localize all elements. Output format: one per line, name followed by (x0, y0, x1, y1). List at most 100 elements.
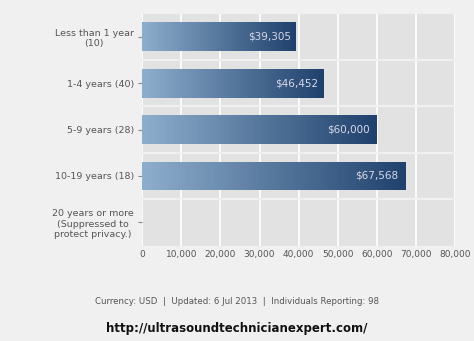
Bar (201, 69, 203, 98)
Bar (315, 69, 317, 98)
Bar (227, 115, 230, 144)
Bar (285, 69, 288, 98)
Bar (299, 69, 301, 98)
Bar (310, 162, 314, 190)
Bar (277, 115, 280, 144)
Bar (301, 162, 304, 190)
Bar (185, 162, 189, 190)
Bar (377, 162, 380, 190)
Bar (278, 162, 281, 190)
Bar (271, 23, 273, 51)
Bar (235, 162, 238, 190)
Bar (200, 23, 202, 51)
Bar (160, 115, 163, 144)
Bar (145, 69, 147, 98)
Bar (255, 23, 257, 51)
Bar (195, 115, 198, 144)
Bar (242, 69, 245, 98)
Bar (186, 115, 189, 144)
Bar (165, 23, 167, 51)
Bar (248, 162, 251, 190)
Bar (149, 162, 152, 190)
Bar (224, 115, 227, 144)
Bar (182, 162, 185, 190)
Bar (345, 115, 347, 144)
Bar (188, 23, 190, 51)
Bar (142, 69, 145, 98)
Bar (290, 69, 292, 98)
Bar (294, 69, 297, 98)
Bar (284, 162, 288, 190)
Bar (403, 162, 406, 190)
Bar (371, 115, 374, 144)
Bar (274, 115, 277, 144)
Bar (288, 69, 290, 98)
Bar (228, 23, 230, 51)
Bar (192, 115, 195, 144)
Bar (175, 162, 179, 190)
Bar (261, 162, 264, 190)
Bar (330, 162, 334, 190)
Bar (205, 162, 208, 190)
Bar (206, 69, 208, 98)
Bar (255, 162, 258, 190)
Bar (222, 69, 224, 98)
Bar (190, 23, 192, 51)
Bar (324, 115, 327, 144)
Bar (215, 23, 217, 51)
Bar (350, 115, 353, 144)
Bar (319, 69, 321, 98)
Bar (203, 69, 206, 98)
Bar (183, 69, 185, 98)
Bar (212, 115, 216, 144)
Bar (333, 115, 336, 144)
Bar (181, 69, 183, 98)
Bar (194, 69, 197, 98)
Bar (251, 115, 254, 144)
Bar (292, 115, 295, 144)
Bar (190, 69, 192, 98)
Bar (163, 69, 165, 98)
Bar (213, 23, 215, 51)
Bar (269, 23, 271, 51)
Bar (204, 115, 207, 144)
Bar (265, 23, 267, 51)
Bar (350, 162, 354, 190)
Bar (258, 162, 261, 190)
Bar (228, 69, 231, 98)
Bar (228, 162, 231, 190)
Bar (288, 162, 291, 190)
Bar (237, 23, 238, 51)
Bar (265, 115, 268, 144)
Bar (160, 69, 163, 98)
Bar (242, 23, 244, 51)
Bar (274, 69, 276, 98)
Bar (397, 162, 400, 190)
Bar (146, 162, 149, 190)
Bar (210, 115, 212, 144)
Bar (142, 162, 146, 190)
Bar (176, 69, 179, 98)
Bar (362, 115, 365, 144)
Bar (246, 69, 249, 98)
Bar (236, 115, 239, 144)
Bar (215, 69, 217, 98)
Bar (217, 69, 219, 98)
Bar (339, 115, 342, 144)
Bar (303, 115, 306, 144)
Bar (342, 115, 345, 144)
Bar (151, 115, 154, 144)
Bar (306, 69, 308, 98)
Bar (244, 23, 246, 51)
Bar (201, 115, 204, 144)
Bar (169, 69, 172, 98)
Bar (180, 115, 183, 144)
Bar (148, 23, 150, 51)
Bar (257, 23, 259, 51)
Bar (327, 162, 330, 190)
Bar (195, 162, 198, 190)
Bar (368, 115, 371, 144)
Bar (162, 23, 164, 51)
Bar (283, 115, 286, 144)
Bar (301, 115, 303, 144)
